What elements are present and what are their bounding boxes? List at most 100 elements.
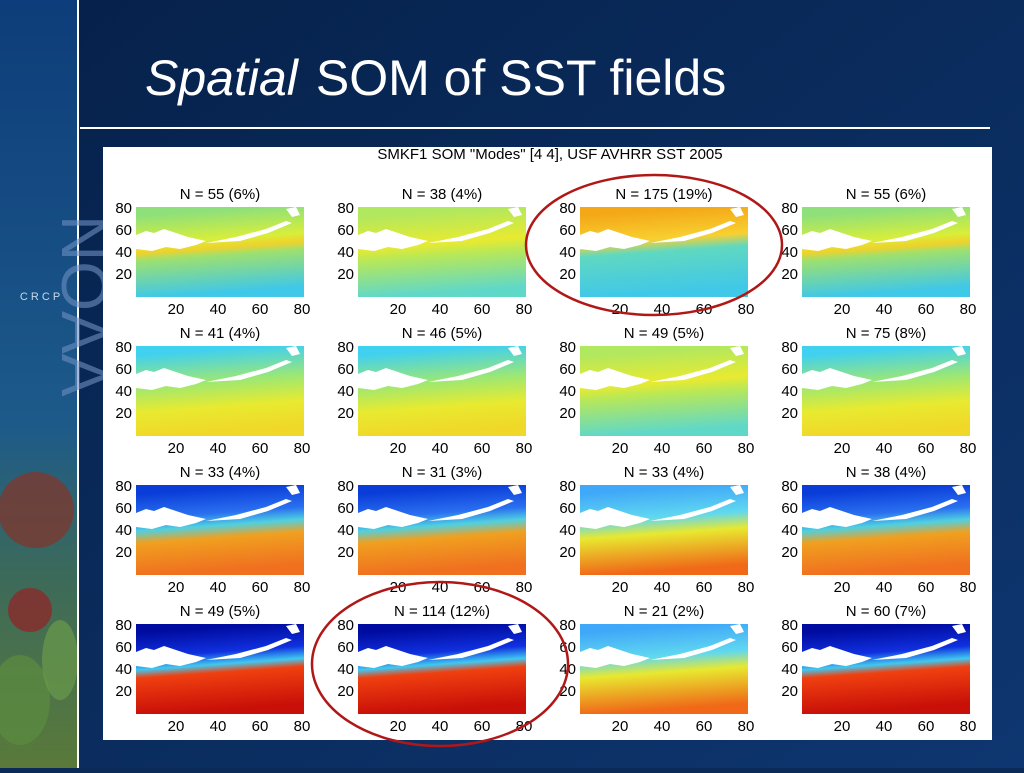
panel-title: N = 60 (7%)	[846, 603, 926, 620]
y-tick-label: 40	[115, 661, 132, 678]
panel: N = 33 (4%) 20 40 60 80 20 40 60 80	[559, 464, 754, 596]
land-mask	[358, 207, 522, 251]
x-tick-label: 40	[876, 440, 893, 457]
y-tick-label: 60	[337, 361, 354, 378]
x-tick-label: 80	[294, 301, 311, 318]
x-tick-label: 40	[210, 579, 227, 596]
heatmap	[358, 624, 526, 714]
x-tick-label: 60	[474, 440, 491, 457]
x-tick-label: 60	[696, 718, 713, 735]
y-tick-label: 80	[559, 339, 576, 356]
slide-title: Spatial SOM of SST fields	[145, 50, 726, 106]
x-tick-label: 80	[738, 718, 755, 735]
y-tick-label: 20	[559, 405, 576, 422]
heatmap	[136, 346, 304, 436]
x-tick-label: 20	[834, 440, 851, 457]
x-tick-label: 20	[168, 718, 185, 735]
figure-title: SMKF1 SOM "Modes" [4 4], USF AVHRR SST 2…	[377, 146, 722, 163]
y-tick-label: 80	[337, 478, 354, 495]
y-tick-label: 40	[781, 522, 798, 539]
y-tick-label: 80	[115, 200, 132, 217]
panel: N = 46 (5%) 20 40 60 80 20 40 60 80	[337, 325, 532, 457]
y-tick-label: 20	[337, 683, 354, 700]
x-tick-label: 20	[612, 440, 629, 457]
panel: N = 33 (4%) 20 40 60 80 20 40 60 80	[115, 464, 310, 596]
panel-title: N = 49 (5%)	[180, 603, 260, 620]
panel: N = 49 (5%) 20 40 60 80 20 40 60 80	[559, 325, 754, 457]
y-tick-label: 80	[559, 478, 576, 495]
y-tick-label: 40	[781, 661, 798, 678]
x-tick-label: 20	[168, 440, 185, 457]
land-mask	[802, 485, 966, 529]
highlight-circle	[524, 173, 784, 317]
x-tick-label: 40	[210, 718, 227, 735]
heatmap	[136, 207, 304, 297]
x-tick-label: 60	[696, 579, 713, 596]
x-tick-label: 80	[516, 440, 533, 457]
y-tick-label: 20	[115, 544, 132, 561]
land-mask	[802, 207, 966, 251]
y-tick-label: 20	[781, 544, 798, 561]
y-tick-label: 60	[781, 500, 798, 517]
panels: N = 55 (6%) 20 40 60 80 20 40 60 80 N = 38 (4%) 20…	[115, 186, 976, 735]
x-tick-label: 60	[918, 579, 935, 596]
y-tick-label: 20	[337, 544, 354, 561]
x-tick-label: 80	[738, 440, 755, 457]
x-tick-label: 20	[834, 301, 851, 318]
land-mask	[580, 346, 744, 390]
y-tick-label: 80	[781, 617, 798, 634]
x-tick-label: 20	[612, 579, 629, 596]
y-tick-label: 40	[337, 661, 354, 678]
panel-title: N = 55 (6%)	[180, 186, 260, 203]
y-tick-label: 20	[115, 405, 132, 422]
y-tick-label: 20	[337, 405, 354, 422]
land-mask	[580, 207, 744, 251]
y-tick-label: 40	[115, 522, 132, 539]
x-tick-label: 80	[516, 301, 533, 318]
y-tick-label: 40	[337, 244, 354, 261]
land-mask	[580, 624, 744, 668]
x-tick-label: 40	[210, 440, 227, 457]
heatmap	[580, 624, 748, 714]
x-tick-label: 20	[168, 579, 185, 596]
x-tick-label: 20	[612, 718, 629, 735]
panel-title: N = 49 (5%)	[624, 325, 704, 342]
panel-title: N = 46 (5%)	[402, 325, 482, 342]
sea-life	[0, 472, 78, 745]
y-tick-label: 40	[115, 383, 132, 400]
x-tick-label: 80	[960, 440, 977, 457]
y-tick-label: 60	[559, 222, 576, 239]
land-mask	[358, 624, 522, 668]
y-tick-label: 60	[115, 639, 132, 656]
logo-sub: C R C P	[20, 291, 60, 303]
x-tick-label: 60	[252, 718, 269, 735]
heatmap	[580, 207, 748, 297]
x-tick-label: 20	[834, 718, 851, 735]
y-tick-label: 80	[115, 339, 132, 356]
x-tick-label: 40	[876, 718, 893, 735]
y-tick-label: 80	[337, 200, 354, 217]
heatmap	[136, 485, 304, 575]
y-tick-label: 80	[337, 339, 354, 356]
y-tick-label: 80	[781, 478, 798, 495]
x-tick-label: 20	[390, 301, 407, 318]
panel-title: N = 114 (12%)	[394, 603, 490, 620]
y-tick-label: 80	[559, 200, 576, 217]
land-mask	[136, 485, 300, 529]
land-mask	[136, 207, 300, 251]
panel: N = 55 (6%) 20 40 60 80 20 40 60 80	[115, 186, 310, 318]
panel-title: N = 33 (4%)	[624, 464, 704, 481]
highlight-circle	[310, 580, 570, 748]
land-mask	[802, 346, 966, 390]
x-tick-label: 40	[210, 301, 227, 318]
y-tick-label: 40	[337, 383, 354, 400]
heatmap	[580, 346, 748, 436]
x-tick-label: 80	[294, 579, 311, 596]
y-tick-label: 40	[559, 244, 576, 261]
x-tick-label: 80	[738, 579, 755, 596]
heatmap	[580, 485, 748, 575]
heatmap	[358, 346, 526, 436]
y-tick-label: 40	[781, 383, 798, 400]
panel: N = 60 (7%) 20 40 60 80 20 40 60 80	[781, 603, 976, 735]
